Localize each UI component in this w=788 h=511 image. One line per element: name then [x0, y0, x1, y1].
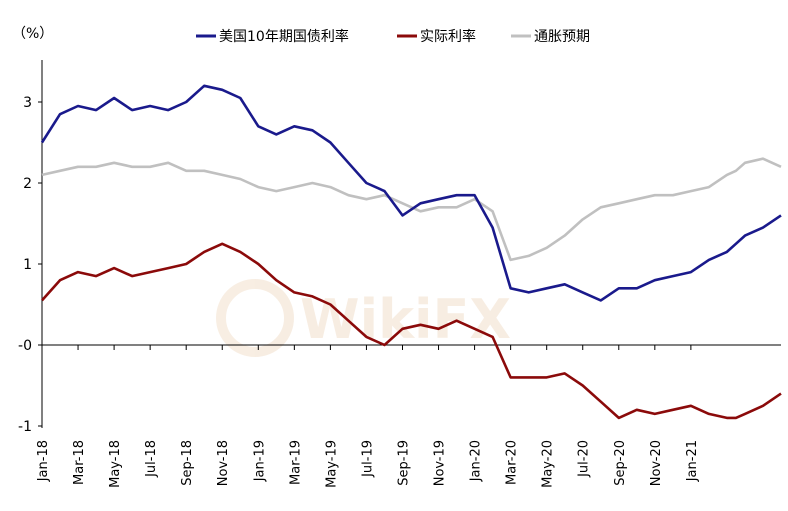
- x-tick-label: Jan-19: [252, 440, 267, 482]
- watermark: WikiFX: [216, 279, 511, 357]
- x-tick-label: Sep-18: [180, 440, 195, 486]
- x-ticks: Jan-18 Mar-18 May-18 Jul-18 Sep-18 Nov-18 Jan-…: [36, 345, 700, 488]
- x-tick-label: Nov-18: [216, 440, 231, 486]
- x-tick-label: Jan-20: [469, 440, 484, 482]
- y-tick-label: -0: [18, 338, 32, 354]
- series-line-inflation-expectation: [41, 157, 782, 262]
- y-tick-label: 3: [23, 95, 32, 111]
- x-tick-label: Mar-20: [505, 440, 520, 485]
- x-tick-label: Mar-19: [288, 440, 303, 485]
- x-tick-label: Sep-19: [396, 440, 411, 486]
- x-tick-label: Jan-18: [36, 440, 51, 482]
- x-tick-label: May-20: [541, 440, 556, 488]
- legend-label-inflation-expectation: 通胀预期: [534, 29, 590, 45]
- x-tick-label: May-19: [324, 440, 339, 488]
- x-tick-label: Mar-18: [72, 440, 87, 485]
- watermark-logo-icon: [216, 279, 294, 357]
- legend-item-us10y: 美国10年期国债利率: [196, 28, 349, 45]
- x-tick-label: Jul-19: [360, 440, 375, 478]
- legend-item-inflation-expectation: 通胀预期: [511, 29, 590, 45]
- x-tick-label: Jul-20: [577, 440, 592, 478]
- x-tick-label: Jan-21: [685, 440, 700, 482]
- y-ticks: 3 2 1 -0 -1: [18, 95, 42, 435]
- legend: 美国10年期国债利率 实际利率 通胀预期: [196, 28, 590, 45]
- legend-label-real-rate: 实际利率: [420, 28, 476, 45]
- x-tick-label: Sep-20: [613, 440, 628, 486]
- x-tick-label: Nov-19: [433, 440, 448, 486]
- legend-label-us10y: 美国10年期国债利率: [219, 28, 349, 45]
- series-line-us10y: [40, 84, 782, 302]
- y-axis-unit: （%）: [12, 26, 53, 42]
- x-tick-label: Jul-18: [144, 440, 159, 478]
- y-tick-label: 2: [23, 176, 32, 192]
- y-tick-label: 1: [23, 257, 32, 273]
- series-group: [40, 84, 782, 420]
- x-tick-label: Nov-20: [649, 440, 664, 486]
- y-tick-label: -1: [18, 419, 32, 435]
- watermark-text: WikiFX: [300, 288, 511, 351]
- legend-item-real-rate: 实际利率: [397, 28, 476, 45]
- series-line-real-rate: [41, 242, 782, 420]
- x-tick-label: May-18: [108, 440, 123, 488]
